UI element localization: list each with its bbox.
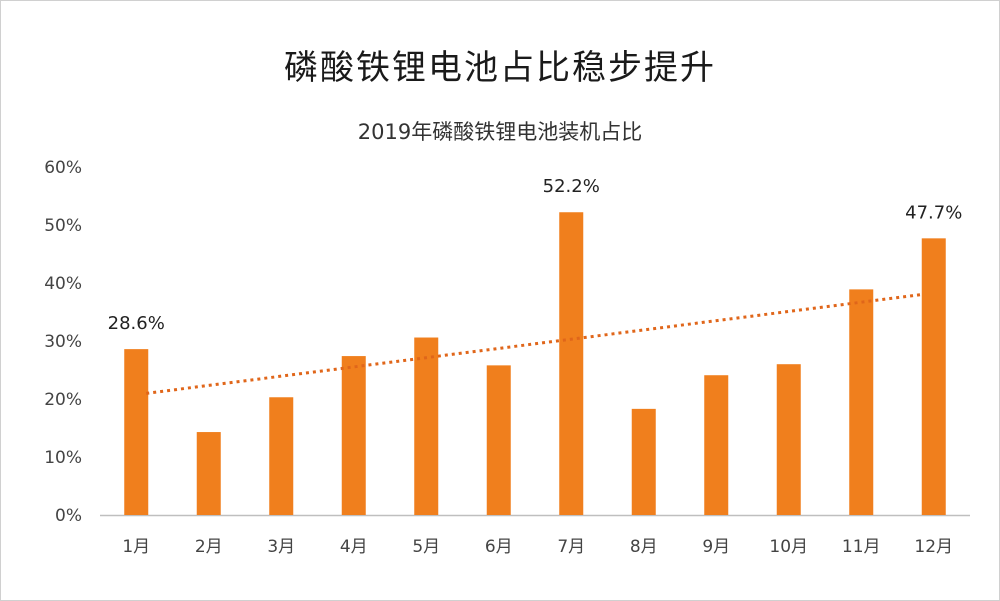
x-tick-label: 10月 xyxy=(769,537,808,557)
data-label: 47.7% xyxy=(905,202,962,223)
bar-2月 xyxy=(196,432,221,515)
bar-8月 xyxy=(631,408,656,515)
y-tick-label: 20% xyxy=(44,390,82,410)
bar-10月 xyxy=(776,364,801,515)
bar-4月 xyxy=(341,356,366,515)
y-tick-label: 40% xyxy=(44,274,82,294)
chart-title: 2019年磷酸铁锂电池装机占比 xyxy=(357,120,643,144)
data-labels: 28.6% 52.2% 47.7% xyxy=(108,176,963,334)
data-label: 52.2% xyxy=(543,176,600,197)
y-tick-label: 50% xyxy=(44,216,82,236)
y-tick-label: 60% xyxy=(44,158,82,178)
bar-9月 xyxy=(704,375,729,515)
x-tick-label: 8月 xyxy=(630,537,658,557)
bar-5月 xyxy=(414,337,439,515)
main-title: 磷酸铁锂电池占比稳步提升 xyxy=(284,48,716,88)
x-tick-label: 9月 xyxy=(702,537,730,557)
x-tick-label: 4月 xyxy=(340,537,368,557)
bar-12月 xyxy=(921,238,946,515)
x-tick-label: 2月 xyxy=(195,537,223,557)
x-tick-label: 11月 xyxy=(842,537,881,557)
bar-11月 xyxy=(849,289,874,515)
bar-3月 xyxy=(269,397,294,515)
y-tick-label: 10% xyxy=(44,448,82,468)
x-tick-label: 7月 xyxy=(557,537,585,557)
bar-6月 xyxy=(486,365,511,515)
data-label: 28.6% xyxy=(108,313,165,334)
y-axis-ticks: 0% 10% 20% 30% 40% 50% 60% xyxy=(44,158,82,526)
bar-series xyxy=(124,212,946,516)
x-axis-ticks: 1月 2月 3月 4月 5月 6月 7月 8月 9月 10月 11月 12月 xyxy=(122,537,953,557)
x-tick-label: 6月 xyxy=(485,537,513,557)
y-tick-label: 30% xyxy=(44,332,82,352)
y-tick-label: 0% xyxy=(55,506,82,526)
x-tick-label: 12月 xyxy=(914,537,953,557)
x-tick-label: 5月 xyxy=(412,537,440,557)
trendline xyxy=(146,292,924,395)
bar-7月 xyxy=(559,212,584,516)
x-tick-label: 1月 xyxy=(122,537,150,557)
bar-1月 xyxy=(124,349,149,515)
x-tick-label: 3月 xyxy=(267,537,295,557)
